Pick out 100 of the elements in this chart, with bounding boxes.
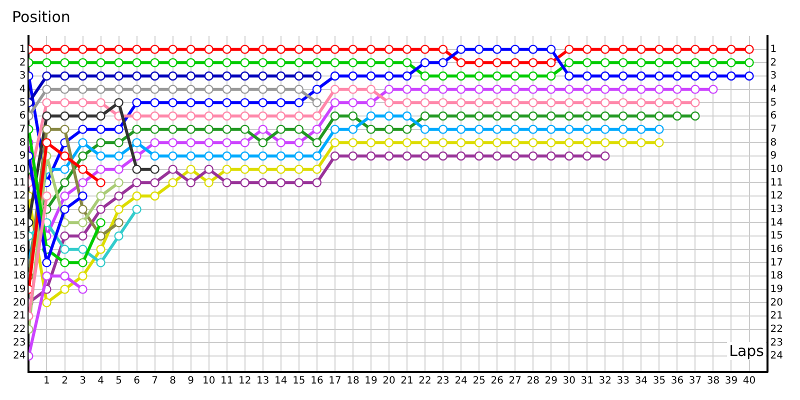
point [402, 58, 412, 68]
point [132, 178, 142, 188]
point [114, 218, 124, 228]
x-tick-label: 30 [562, 376, 576, 387]
x-tick-label: 9 [188, 376, 194, 387]
point [96, 204, 106, 214]
point [402, 44, 412, 54]
point [438, 98, 448, 108]
point [60, 98, 70, 108]
point [564, 151, 574, 161]
point [294, 44, 304, 54]
point [60, 244, 70, 254]
point [456, 138, 466, 148]
y2-tick-label: 15 [770, 230, 784, 242]
point [546, 71, 556, 81]
point [78, 284, 88, 294]
y-tick-label: 9 [19, 150, 26, 162]
x-tick-label: 19 [364, 376, 378, 387]
point [222, 58, 232, 68]
point [204, 111, 214, 121]
point [636, 124, 646, 134]
point [96, 231, 106, 241]
point [258, 138, 268, 148]
point [78, 231, 88, 241]
point [654, 98, 664, 108]
point [636, 98, 646, 108]
point [78, 271, 88, 281]
point [366, 71, 376, 81]
y2-tick-label: 4 [770, 84, 777, 95]
point [204, 138, 214, 148]
point [474, 151, 484, 161]
point [150, 151, 160, 161]
point [528, 58, 538, 68]
point [96, 258, 106, 268]
point [42, 71, 52, 81]
point [456, 98, 466, 108]
point [132, 98, 142, 108]
point [42, 271, 52, 281]
point [564, 98, 574, 108]
point [492, 71, 502, 81]
point [168, 111, 178, 121]
x-tick-label: 40 [742, 376, 756, 387]
point [474, 98, 484, 108]
point [564, 138, 574, 148]
point [60, 151, 70, 161]
point [114, 191, 124, 201]
point [456, 58, 466, 68]
point [438, 71, 448, 81]
point [384, 98, 394, 108]
point [420, 124, 430, 134]
point [600, 44, 610, 54]
point [690, 98, 700, 108]
point [708, 44, 718, 54]
point [96, 151, 106, 161]
x-tick-label: 31 [580, 376, 594, 387]
point [420, 58, 430, 68]
x-tick-label: 2 [62, 376, 68, 387]
point [78, 164, 88, 174]
point [294, 178, 304, 188]
point [672, 71, 682, 81]
point [132, 124, 142, 134]
point [294, 71, 304, 81]
point [312, 44, 322, 54]
point [420, 151, 430, 161]
point [168, 84, 178, 94]
point [114, 178, 124, 188]
point [546, 124, 556, 134]
point [474, 138, 484, 148]
y2-tick-label: 22 [770, 324, 784, 335]
point [402, 98, 412, 108]
y-tick-label: 22 [12, 324, 26, 335]
point [78, 44, 88, 54]
point [438, 44, 448, 54]
y2-tick-label: 17 [770, 257, 784, 268]
x-tick-label: 17 [328, 376, 342, 387]
y2-tick-label: 24 [770, 350, 784, 362]
point [420, 138, 430, 148]
point [384, 44, 394, 54]
x-tick-label: 28 [526, 376, 540, 387]
y-tick-label: 4 [19, 84, 26, 95]
point [348, 124, 358, 134]
point [564, 111, 574, 121]
point [186, 58, 196, 68]
point [510, 98, 520, 108]
point [240, 44, 250, 54]
point [96, 244, 106, 254]
point [330, 84, 340, 94]
point [60, 44, 70, 54]
point [114, 58, 124, 68]
point [492, 138, 502, 148]
point [132, 58, 142, 68]
point [366, 138, 376, 148]
point [510, 44, 520, 54]
x-tick-label: 22 [418, 376, 432, 387]
point [456, 151, 466, 161]
point [42, 44, 52, 54]
y2-tick-label: 2 [770, 57, 777, 68]
point [744, 44, 754, 54]
point [672, 84, 682, 94]
point [636, 138, 646, 148]
